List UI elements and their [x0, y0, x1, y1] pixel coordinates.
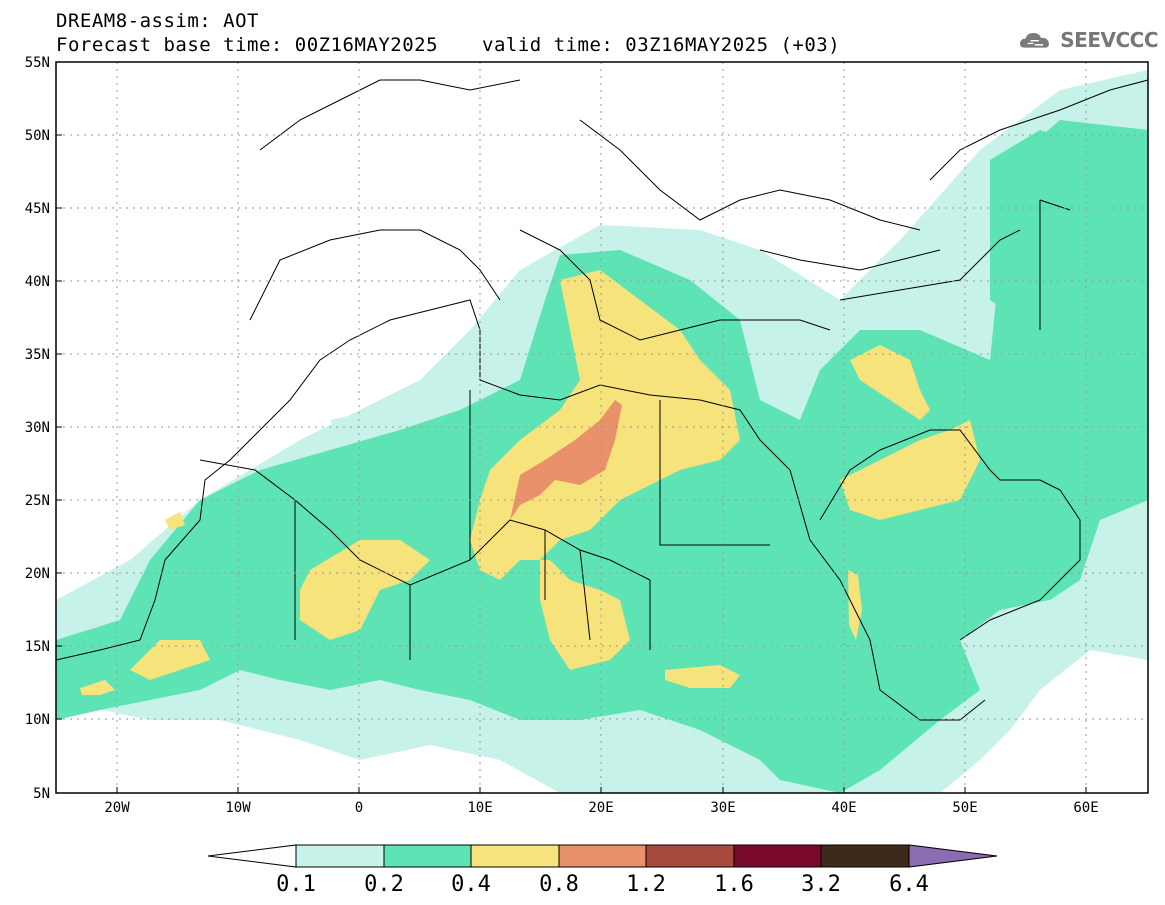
- colorbar-label: 6.4: [889, 872, 929, 897]
- colorbar-swatch: [295, 844, 385, 868]
- lon-label: 60E: [1073, 800, 1098, 816]
- lon-label: 20E: [588, 800, 613, 816]
- lat-label: 15N: [25, 639, 50, 655]
- coastlines: [56, 79, 1148, 721]
- colorbar-label: 0.8: [539, 872, 579, 897]
- valid-time: valid time: 03Z16MAY2025 (+03): [482, 34, 841, 56]
- lat-label: 40N: [25, 274, 50, 290]
- colorbar-swatch: [558, 844, 647, 868]
- chart-title: DREAM8-assim: AOT: [56, 10, 259, 32]
- colorbar-label: 1.2: [626, 872, 666, 897]
- lon-label: 20W: [104, 800, 130, 816]
- colorbar-swatch: [733, 844, 822, 868]
- latitude-labels: 55N 50N 45N 40N 35N 30N 25N 20N 15N 10N …: [25, 55, 50, 802]
- lat-label: 35N: [25, 347, 50, 363]
- lat-label: 25N: [25, 493, 50, 509]
- colorbar-under-arrow: [207, 844, 297, 868]
- colorbar-label: 0.1: [276, 872, 316, 897]
- colorbar-over-arrow: [908, 844, 998, 868]
- logo-text: SEEVCCC: [1060, 28, 1158, 52]
- base-time: Forecast base time: 00Z16MAY2025: [56, 34, 439, 56]
- lat-label: 20N: [25, 566, 50, 582]
- lon-label: 30E: [710, 800, 735, 816]
- axis-ticks: [56, 61, 1087, 794]
- aot-field: [56, 70, 1148, 793]
- colorbar-label: 0.2: [364, 872, 404, 897]
- seevccc-logo: SEEVCCC: [1018, 22, 1158, 58]
- lat-label: 55N: [25, 55, 50, 71]
- lat-label: 30N: [25, 420, 50, 436]
- cloud-icon: [1020, 33, 1049, 48]
- longitude-labels: 20W 10W 0 10E 20E 30E 40E 50E 60E: [104, 800, 1098, 816]
- gridlines: [56, 62, 1148, 793]
- lat-label: 45N: [25, 201, 50, 217]
- colorbar-swatch: [645, 844, 735, 868]
- colorbar-label: 3.2: [801, 872, 841, 897]
- lon-label: 40E: [831, 800, 856, 816]
- lat-label: 50N: [25, 128, 50, 144]
- aot-level-0.8: [510, 400, 622, 520]
- lon-label: 0: [355, 800, 363, 816]
- lat-label: 10N: [25, 712, 50, 728]
- colorbar: 0.1 0.2 0.4 0.8 1.2 1.6 3.2 6.4: [207, 844, 998, 897]
- lon-label: 10W: [225, 800, 251, 816]
- lon-label: 10E: [467, 800, 492, 816]
- colorbar-swatch: [470, 844, 560, 868]
- lat-label: 5N: [33, 786, 50, 802]
- colorbar-swatch: [383, 844, 472, 868]
- colorbar-label: 1.6: [714, 872, 754, 897]
- colorbar-swatch: [820, 844, 910, 868]
- lon-label: 50E: [952, 800, 977, 816]
- colorbar-label: 0.4: [451, 872, 491, 897]
